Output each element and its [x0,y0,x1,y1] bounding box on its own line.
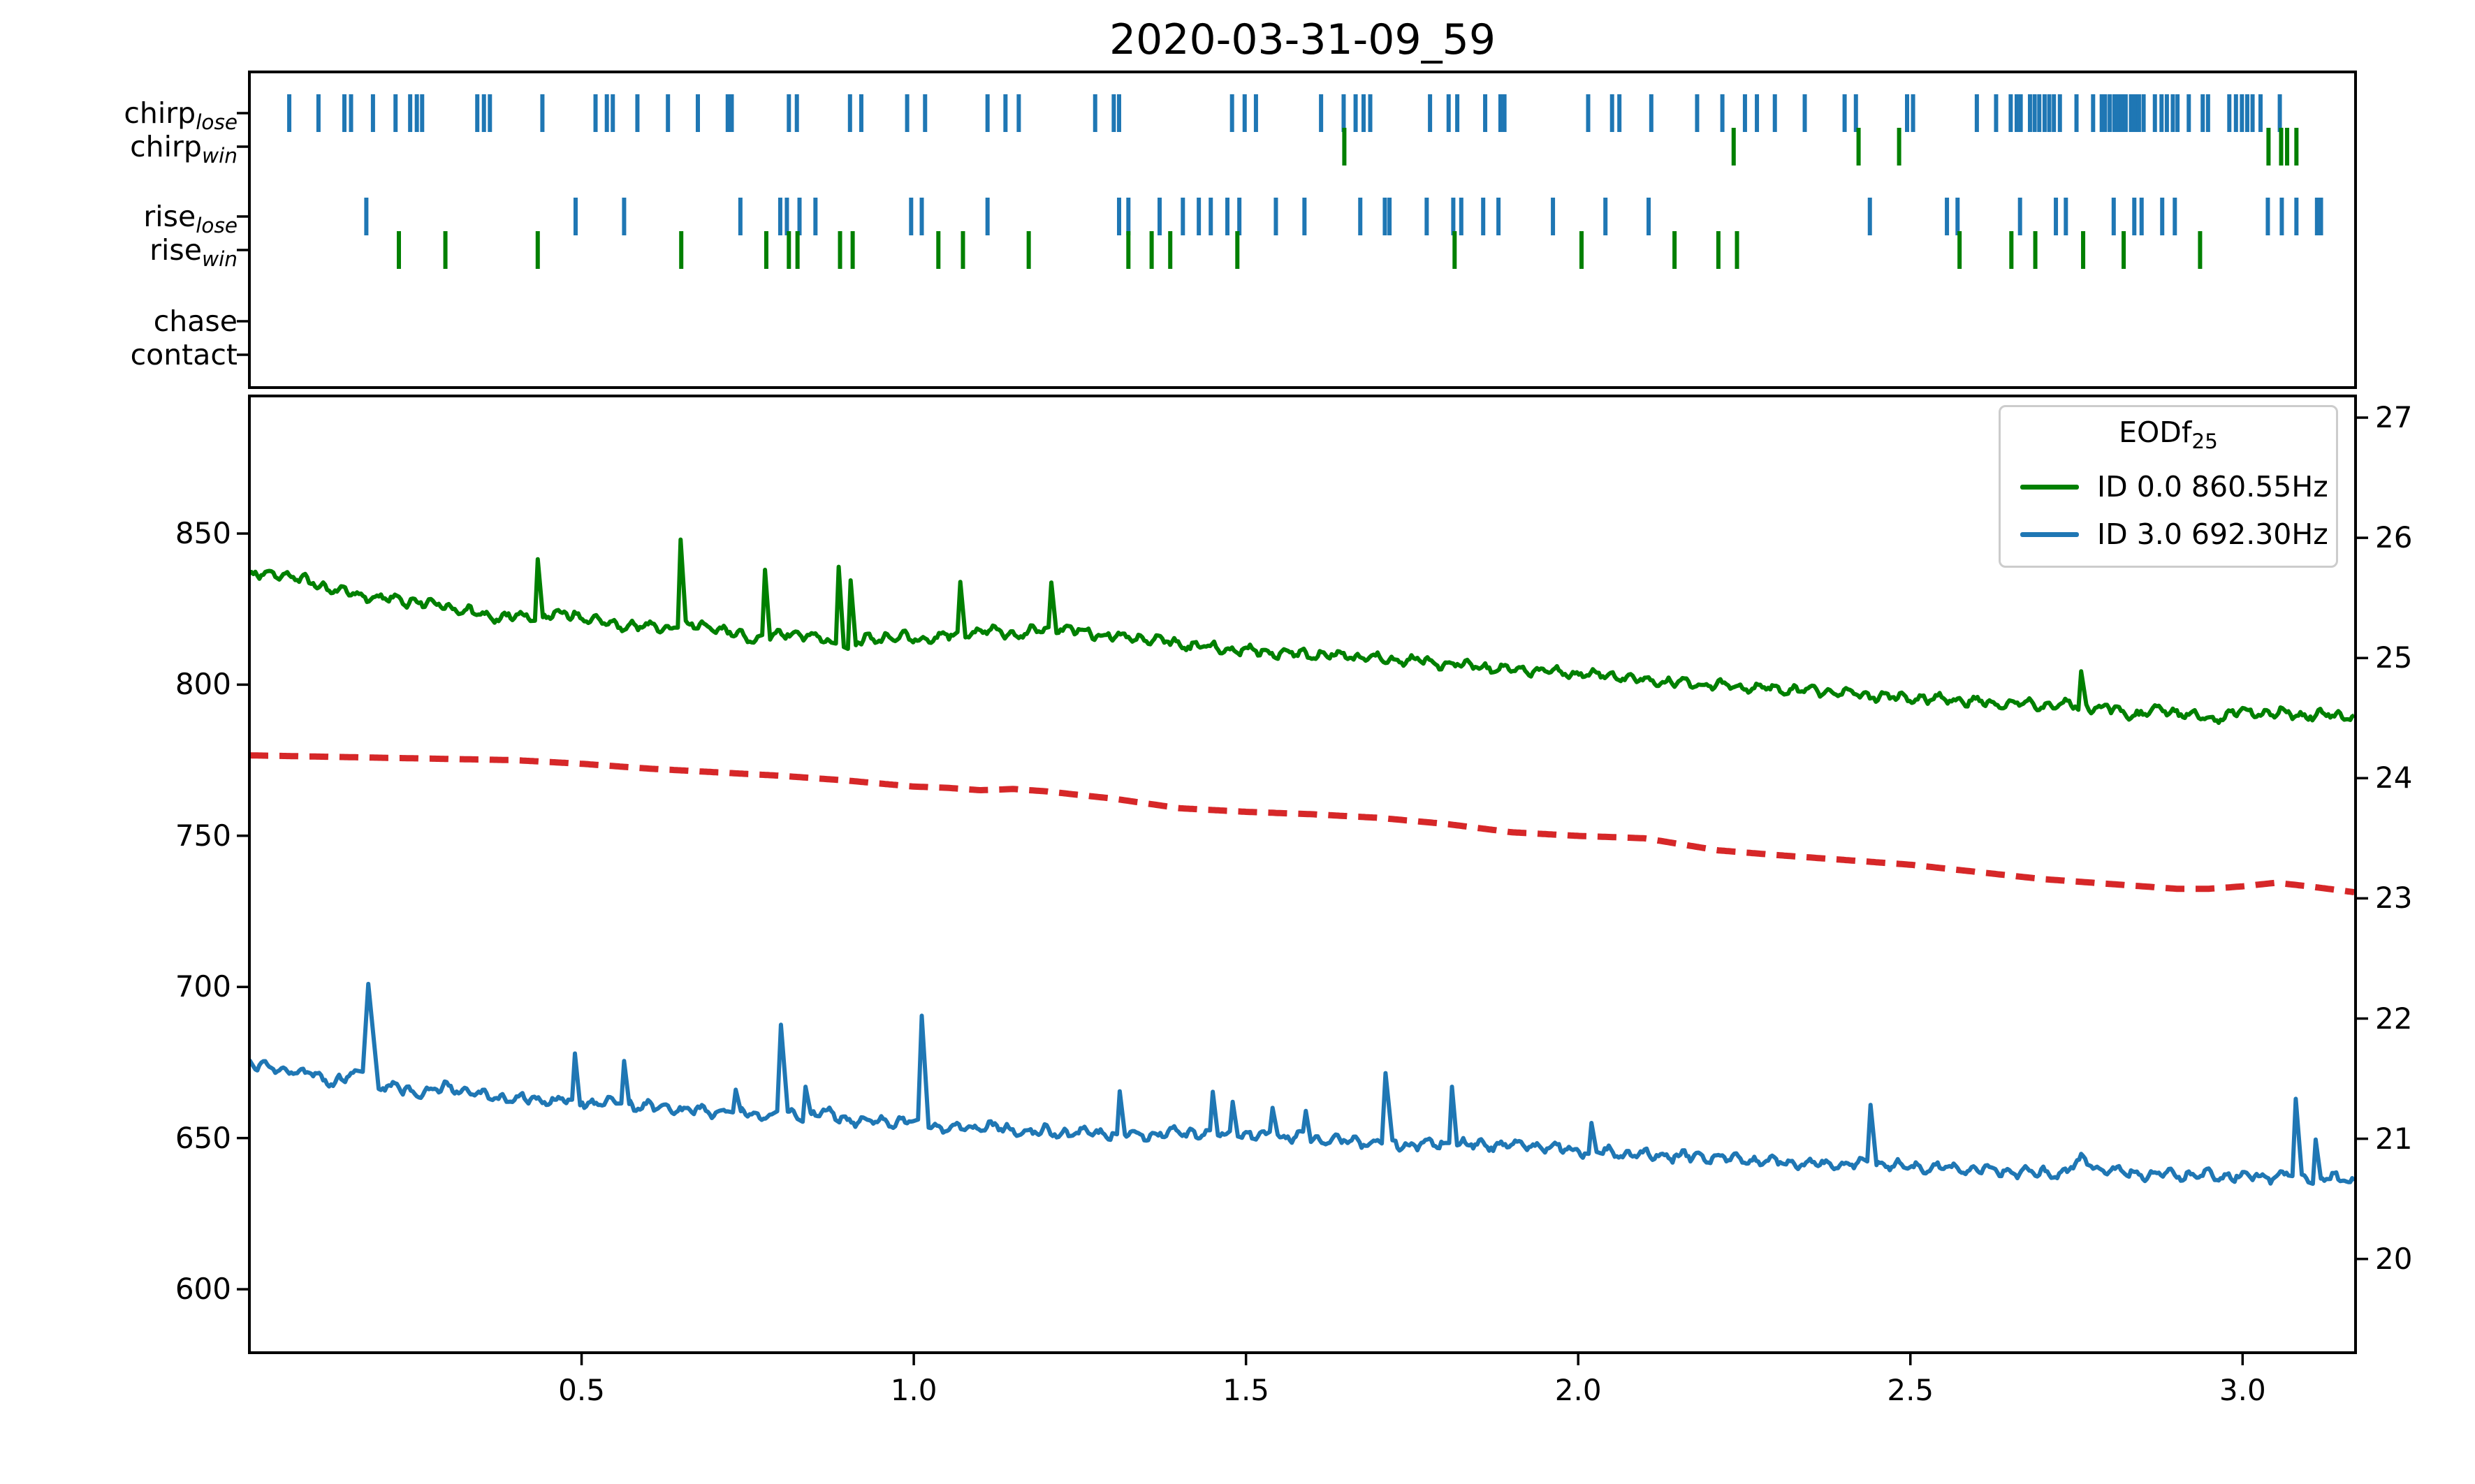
left-ytick-label-650: 650 [175,1120,231,1155]
row-label-contact: contact [130,338,238,372]
series-id-3-0-692-30hz [251,981,2354,1187]
row-label-rise-lose: riselose [143,200,238,238]
right-ytick-label-27: 27 [2375,399,2413,434]
row-label-chirp-lose: chirplose [124,96,238,135]
right-ytick-label-24: 24 [2375,761,2413,795]
left-ytick-label-800: 800 [175,667,231,702]
xtick-label-3: 3.0 [2219,1373,2266,1407]
left-ytick-label-850: 850 [175,515,231,550]
left-ytick-label-750: 750 [175,818,231,853]
right-ytick-label-22: 22 [2375,1001,2413,1036]
legend: EODf25 ID 0.0 860.55Hz ID 3.0 692.30Hz [1999,405,2338,568]
left-ytick-label-700: 700 [175,969,231,1004]
xtick-label-0.5: 0.5 [558,1373,605,1407]
curves [251,537,2354,1187]
xtick-label-1.5: 1.5 [1222,1373,1270,1407]
raster-events-chirp_lose [287,94,2282,132]
legend-swatch-blue-line-icon [2020,531,2079,537]
row-label-rise-win: risewin [149,233,238,272]
xtick-label-2.5: 2.5 [1887,1373,1934,1407]
timeseries-panel-frame [248,395,2357,1354]
raster-panel-frame [248,71,2357,389]
legend-entry-id3: ID 3.0 692.30Hz [2015,514,2328,554]
right-ytick-label-25: 25 [2375,640,2413,675]
raster-events-chirp_win [1342,128,2299,166]
right-ytick-label-23: 23 [2375,881,2413,916]
legend-title: EODf25 [2119,416,2218,454]
raster-events-rise_lose [364,198,2323,235]
right-ytick-label-26: 26 [2375,520,2413,555]
raster-events-rise_win [396,231,2203,269]
legend-entry-id0: ID 0.0 860.55Hz [2015,466,2328,507]
figure-title: 2020-03-31-09_59 [1109,15,1496,64]
right-ytick-label-20: 20 [2375,1241,2413,1276]
series-temperature-dashed [251,752,2354,896]
row-label-chirp-win: chirpwin [130,130,238,168]
xtick-label-2: 2.0 [1554,1373,1602,1407]
right-ytick-label-21: 21 [2375,1121,2413,1156]
xtick-label-1: 1.0 [890,1373,937,1407]
legend-swatch-green-line-icon [2020,484,2079,490]
series-id-0-0-860-55hz [251,537,2354,726]
left-ytick-label-600: 600 [175,1272,231,1307]
row-label-chase: chase [153,304,238,338]
